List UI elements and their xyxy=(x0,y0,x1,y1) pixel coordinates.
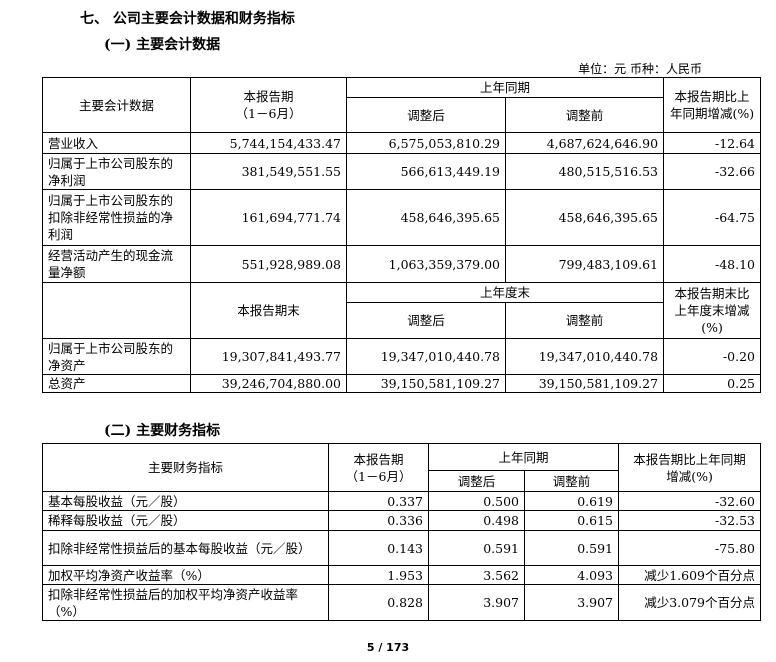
cell-value: 1.953 xyxy=(328,565,429,585)
cell-value: -32.66 xyxy=(663,153,762,190)
cell-value: 0.591 xyxy=(523,530,620,566)
table-row: 基本每股收益（元／股） 0.337 0.500 0.619 -32.60 xyxy=(42,491,762,511)
cell-value: 3.907 xyxy=(428,584,525,621)
cell-value: -64.75 xyxy=(663,189,762,246)
header-item: 主要财务指标 xyxy=(42,443,329,492)
header-item: 主要会计数据 xyxy=(42,77,191,133)
cell-value: 0.336 xyxy=(328,510,429,531)
cell-value: 0.500 xyxy=(428,491,525,511)
row-label: 扣除非经常性损益后的基本每股收益（元／股） xyxy=(42,530,329,566)
cell-value: -12.64 xyxy=(663,132,762,154)
row-label: 归属于上市公司股东的净利润 xyxy=(42,153,191,190)
header-change: 本报告期比上年同期 增减(%) xyxy=(618,443,762,492)
unit-label: 单位：元 币种：人民币 xyxy=(578,62,702,76)
row-label: 加权平均净资产收益率（%） xyxy=(42,565,329,585)
header-prev: 上年同期 xyxy=(427,443,620,471)
cell-value: 0.337 xyxy=(328,491,429,511)
cell-value: 0.25 xyxy=(663,374,762,393)
table-row: 扣除非经常性损益后的基本每股收益（元／股） 0.143 0.591 0.591 -75.… xyxy=(42,530,762,566)
cell-value: 0.615 xyxy=(523,510,620,531)
header-prev-year-end: 上年度末 xyxy=(345,282,665,303)
cell-value: 458,646,395.65 xyxy=(504,189,665,246)
cell-value: 39,150,581,109.27 xyxy=(346,374,506,393)
table-row: 归属于上市公司股东的扣除非经常性损益的净利润 161,694,771.74 458,… xyxy=(42,189,762,246)
row-label: 归属于上市公司股东的净资产 xyxy=(42,338,191,375)
section-title: 七、 公司主要会计数据和财务指标 xyxy=(80,11,295,27)
header-pre-adjusted-2: 调整前 xyxy=(504,302,665,339)
header-pre-adjusted: 调整前 xyxy=(523,470,620,492)
cell-value: 6,575,053,810.29 xyxy=(346,132,506,154)
cell-value: 39,150,581,109.27 xyxy=(504,374,665,393)
cell-value: 19,347,010,440.78 xyxy=(346,338,506,375)
financial-indicators-table: 主要财务指标 本报告期 （1－6月） 上年同期 本报告期比上年同期 增减(%) … xyxy=(42,443,762,621)
cell-value: 减少1.609个百分点 xyxy=(618,565,762,585)
table-row: 归属于上市公司股东的净资产 19,307,841,493.77 19,347,010… xyxy=(42,338,762,375)
table-row: 总资产 39,246,704,880.00 39,150,581,109.27 39,… xyxy=(42,374,762,393)
cell-value: 3.562 xyxy=(428,565,525,585)
header-adjusted: 调整后 xyxy=(346,97,506,133)
cell-value: -48.10 xyxy=(663,245,762,283)
cell-value: 381,549,551.55 xyxy=(190,153,347,190)
cell-value: 0.591 xyxy=(428,530,525,566)
row-label: 总资产 xyxy=(42,374,191,393)
table-row: 经营活动产生的现金流量净额 551,928,989.08 1,063,359,379… xyxy=(42,245,762,283)
row-label: 归属于上市公司股东的扣除非经常性损益的净利润 xyxy=(42,189,191,246)
header-change: 本报告期比上年同期增减(%) xyxy=(663,77,762,133)
table-row: 加权平均净资产收益率（%） 1.953 3.562 4.093 减少1.609个百分点 xyxy=(42,565,762,585)
cell-value: 0.143 xyxy=(328,530,429,566)
cell-value: 551,928,989.08 xyxy=(190,245,347,283)
header-blank xyxy=(42,282,191,339)
accounting-data-table: 主要会计数据 本报告期 （1－6月） 上年同期 本报告期比上年同期增减(%) 调… xyxy=(42,77,762,393)
cell-value: 0.828 xyxy=(328,584,429,621)
table-row: 营业收入 5,744,154,433.47 6,575,053,810.29 4,68… xyxy=(42,132,762,154)
header-change-2: 本报告期末比上年度末增减(%) xyxy=(663,282,762,339)
cell-value: 1,063,359,379.00 xyxy=(346,245,506,283)
table-row: 扣除非经常性损益后的加权平均净资产收益率（%） 0.828 3.907 3.907 减少… xyxy=(42,584,762,621)
cell-value: 0.498 xyxy=(428,510,525,531)
cell-value: 4.093 xyxy=(523,565,620,585)
table-row: 归属于上市公司股东的净利润 381,549,551.55 566,613,449.1… xyxy=(42,153,762,190)
header-pre-adjusted: 调整前 xyxy=(504,97,665,133)
row-label: 营业收入 xyxy=(42,132,191,154)
row-label: 扣除非经常性损益后的加权平均净资产收益率（%） xyxy=(42,584,329,621)
header-current: 本报告期 （1－6月） xyxy=(328,443,429,492)
cell-value: 39,246,704,880.00 xyxy=(190,374,347,393)
cell-value: 799,483,109.61 xyxy=(504,245,665,283)
page-number: 5 / 173 xyxy=(366,641,410,654)
cell-value: -75.80 xyxy=(618,530,762,566)
header-adjusted-2: 调整后 xyxy=(346,302,506,339)
cell-value: 161,694,771.74 xyxy=(190,189,347,246)
cell-value: 3.907 xyxy=(523,584,620,621)
subsection-title-accounting-data: (一) 主要会计数据 xyxy=(104,37,221,53)
cell-value: 5,744,154,433.47 xyxy=(190,132,347,154)
header-period-end: 本报告期末 xyxy=(190,282,347,339)
cell-value: -0.20 xyxy=(663,338,762,375)
row-label: 基本每股收益（元／股） xyxy=(42,491,329,511)
cell-value: -32.53 xyxy=(618,510,762,531)
cell-value: 0.619 xyxy=(523,491,620,511)
header-prev: 上年同期 xyxy=(345,77,665,98)
cell-value: 4,687,624,646.90 xyxy=(504,132,665,154)
cell-value: 19,347,010,440.78 xyxy=(504,338,665,375)
cell-value: 480,515,516.53 xyxy=(504,153,665,190)
row-label: 稀释每股收益（元／股） xyxy=(42,510,329,531)
cell-value: 566,613,449.19 xyxy=(346,153,506,190)
cell-value: 19,307,841,493.77 xyxy=(190,338,347,375)
row-label: 经营活动产生的现金流量净额 xyxy=(42,245,191,283)
cell-value: 458,646,395.65 xyxy=(346,189,506,246)
subsection-title-financial-indicators: (二) 主要财务指标 xyxy=(104,423,221,439)
header-adjusted: 调整后 xyxy=(428,470,525,492)
cell-value: 减少3.079个百分点 xyxy=(618,584,762,621)
cell-value: -32.60 xyxy=(618,491,762,511)
header-current: 本报告期 （1－6月） xyxy=(190,77,347,133)
table-row: 稀释每股收益（元／股） 0.336 0.498 0.615 -32.53 xyxy=(42,510,762,531)
